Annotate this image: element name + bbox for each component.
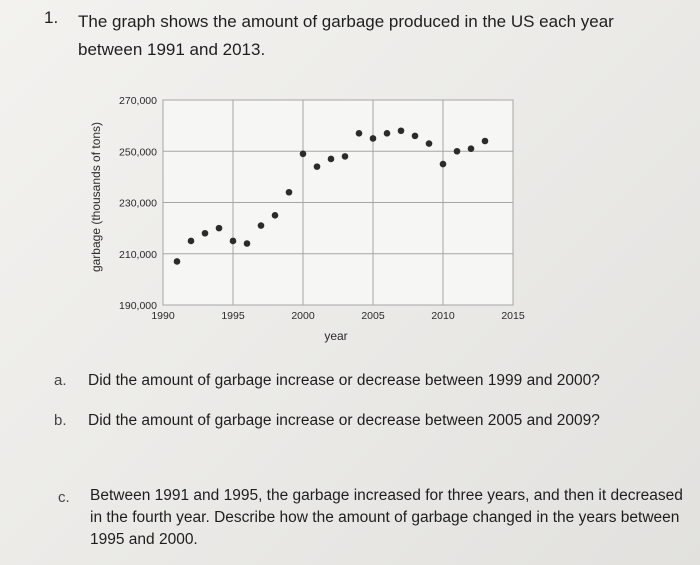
x-tick-label: 1995 [221,310,245,322]
x-tick-label: 2005 [361,310,385,322]
y-tick-label: 230,000 [119,198,157,210]
data-point [285,188,293,196]
data-point [229,237,237,245]
data-point [341,153,349,160]
data-point [397,127,405,135]
data-point [439,160,447,168]
data-point [327,155,335,163]
garbage-scatter-chart: 190,000 210,000 230,000 250,000 270,000 1990… [89,95,525,343]
data-point [271,212,279,219]
part-b-text: Did the amount of garbage increase or de… [88,412,600,429]
question-text: The graph shows the amount of garbage pr… [78,12,614,59]
grid-lines [162,99,514,306]
data-point [201,229,209,237]
y-tick-labels: 190,000 210,000 230,000 250,000 270,000 [119,95,157,312]
part-a-text: Did the amount of garbage increase or de… [88,372,600,389]
part-c-label: c. [58,489,70,506]
data-point [481,137,489,145]
data-points [173,127,489,265]
y-tick-label: 250,000 [119,146,157,158]
data-point [173,258,181,265]
x-tick-label: 1990 [151,310,175,322]
data-point [257,222,265,229]
part-c-text: Between 1991 and 1995, the garbage incre… [90,487,683,548]
x-tick-label: 2015 [501,310,525,322]
y-tick-label: 190,000 [119,300,157,312]
data-point [383,130,391,137]
part-b-label: b. [54,412,67,429]
data-point [215,224,223,232]
x-tick-label: 2010 [431,310,455,322]
data-point [187,237,195,245]
data-point [453,147,461,155]
x-tick-label: 2000 [291,310,315,322]
data-point [299,150,307,158]
data-point [425,140,433,147]
data-point [355,130,363,137]
x-tick-labels: 1990 1995 2000 2005 2010 2015 [151,310,525,322]
data-point [243,240,251,247]
data-point [369,135,377,142]
y-tick-label: 210,000 [119,249,157,261]
y-axis-title: garbage (thousands of tons) [89,122,103,272]
data-point [313,163,321,170]
y-tick-label: 270,000 [119,95,157,107]
data-point [411,132,419,140]
x-axis-title: year [324,329,347,343]
data-point [467,145,475,152]
question-number: 1. [44,8,59,27]
part-a-label: a. [54,372,67,389]
